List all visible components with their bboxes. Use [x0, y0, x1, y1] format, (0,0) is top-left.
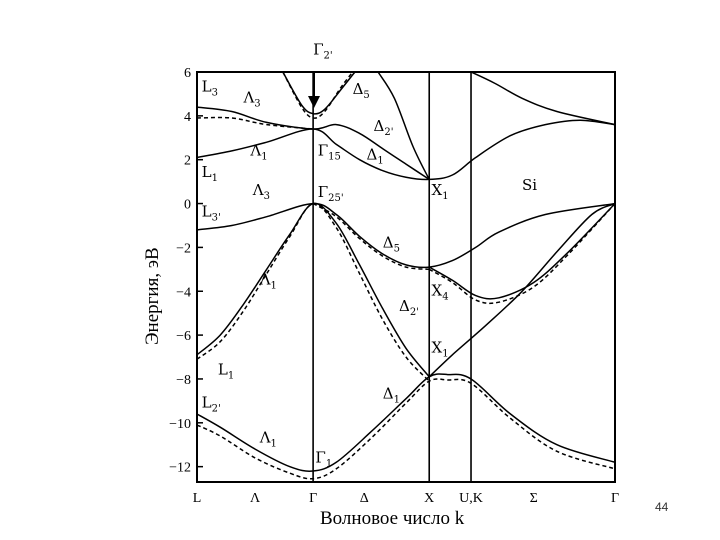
y-tick-label: 2 — [184, 154, 191, 169]
dashed-band-13 — [282, 72, 354, 119]
gamma-arrow — [308, 72, 320, 108]
symmetry-point-label: X1 — [432, 181, 449, 202]
symmetry-point-label: X1 — [432, 339, 449, 360]
x-axis-title: Волновое число k — [320, 508, 465, 529]
symmetry-point-label: Δ1 — [383, 385, 400, 406]
symmetry-point-label: Δ5 — [383, 233, 400, 254]
dashed-band-11 — [197, 116, 314, 130]
symmetry-point-label: Δ5 — [353, 80, 370, 101]
y-tick-label: 6 — [184, 66, 191, 81]
solid-band-15 — [470, 72, 615, 126]
symmetry-point-label: Λ1 — [259, 429, 277, 450]
solid-band-10 — [197, 106, 430, 181]
symmetry-point-label: Λ3 — [242, 89, 260, 110]
symmetry-point-label: X4 — [432, 282, 449, 303]
y-tick-label: −12 — [169, 461, 191, 476]
y-tick-label: 4 — [184, 110, 191, 125]
symmetry-point-label: Λ1 — [249, 141, 267, 162]
symmetry-point-label: Λ3 — [252, 181, 270, 202]
symmetry-point-label: L2' — [202, 393, 221, 414]
dashed-band-6 — [312, 202, 430, 271]
solid-band-5 — [197, 202, 615, 269]
x-tick-label: Σ — [530, 491, 538, 506]
x-tick-label: U,K — [459, 491, 483, 506]
symmetry-point-label: L3 — [202, 78, 218, 99]
y-tick-label: −2 — [176, 241, 191, 256]
symmetry-point-label: Γ25' — [318, 183, 344, 204]
symmetry-point-label: L1 — [218, 361, 234, 382]
symmetry-point-label: Δ1 — [367, 146, 384, 167]
solid-band-7 — [428, 203, 615, 300]
plot-frame — [196, 71, 616, 483]
y-tick-label: −10 — [169, 417, 191, 432]
symmetry-point-label: L1 — [202, 163, 218, 184]
material-label: Si — [522, 176, 537, 194]
solid-band-9 — [197, 119, 615, 181]
y-tick-label: −6 — [176, 329, 191, 344]
symmetry-point-label: Δ2' — [373, 117, 393, 138]
plot-border — [196, 71, 616, 483]
energy-bands — [197, 72, 615, 480]
page-number: 44 — [655, 500, 669, 514]
y-axis-ticks: 6 4 2 0 −2 −4 −6 −8 −10 −12 — [169, 66, 203, 476]
dashed-band-8 — [428, 203, 615, 305]
symmetry-point-label: L3' — [202, 203, 221, 224]
x-tick-label: Γ — [309, 491, 317, 506]
solid-band-14 — [377, 72, 430, 180]
solid-band-12 — [282, 72, 356, 115]
x-tick-label: L — [193, 491, 202, 506]
x-tick-label: Γ — [611, 491, 619, 506]
solid-band-4 — [428, 202, 615, 378]
dashed-band-1 — [197, 378, 615, 480]
x-tick-label: Λ — [250, 491, 261, 506]
symmetry-point-label: Δ2' — [399, 297, 419, 318]
y-tick-label: −4 — [176, 285, 191, 300]
y-tick-label: 0 — [184, 198, 191, 213]
symmetry-point-label: Γ2' — [313, 40, 333, 61]
y-axis-title: Энергия, эВ — [142, 247, 163, 345]
symmetry-point-label: Γ1 — [315, 448, 332, 469]
y-tick-label: −8 — [176, 373, 191, 388]
x-tick-label: X — [424, 491, 434, 506]
solid-band-0 — [197, 373, 615, 472]
x-axis-ticks: L Λ Γ Δ X U,K Σ Γ — [193, 491, 619, 506]
symmetry-point-label: Λ1 — [259, 271, 277, 292]
x-tick-label: Δ — [360, 491, 369, 506]
